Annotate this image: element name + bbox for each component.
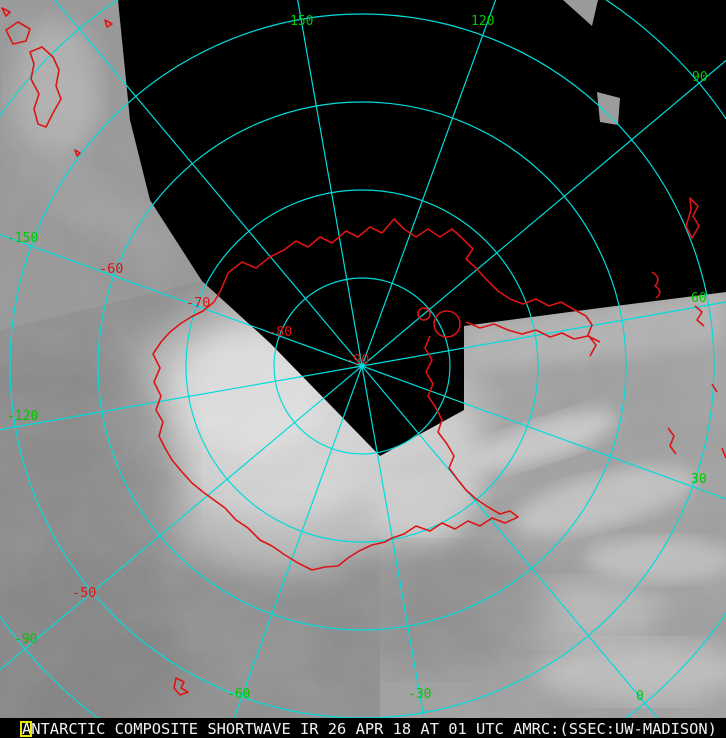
meridian-line-150w [0,233,363,367]
peninsula-coastline [152,272,519,571]
meridian-line-90e [361,59,726,367]
islet-a [1,7,11,17]
islet-g [711,383,718,393]
latitude-circle-80s [273,277,451,455]
islet-h [721,447,726,459]
meridian-line-30e [361,365,726,500]
missing-data-region [118,0,726,456]
island-right-edge [685,197,700,239]
islet-b [104,19,113,28]
longitude-labels: 150 120 90 60 30 0 -30 -60 -90 -120 -150 [7,14,708,704]
status-caption: ANTARCTIC COMPOSITE SHORTWAVE IR 26 APR … [22,720,717,738]
coastlines [1,7,726,696]
meridian-line-150e [297,0,363,367]
antarctica-coastline [227,218,597,357]
islet-f [667,427,677,455]
status-bar: ANTARCTIC COMPOSITE SHORTWAVE IR 26 APR … [0,718,726,738]
lon-label-90: 90 [692,70,708,85]
lat-label-m70: -70 [186,295,210,311]
latitude-labels: -50 -60 -70 -80 -90 [72,261,369,601]
lon-label-120: 120 [471,14,494,29]
data-notch-triangle [563,0,598,26]
lon-label-30: 30 [691,472,707,487]
cursor-marker [20,721,32,737]
meridian-line-90w [0,365,363,671]
lat-label-m80: -80 [268,324,292,340]
lon-label-m60: -60 [227,687,250,702]
islet-d [651,271,661,299]
meridian-line-30w [361,365,428,738]
island-bottom [173,677,189,696]
antarctica-east-coast [465,321,601,343]
lon-label-0: 0 [636,689,644,704]
lon-label-m120: -120 [7,409,38,424]
latitude-circle-60s [97,101,627,631]
lat-label-m60: -60 [99,261,123,277]
islet-c [74,149,81,157]
meridian-line-120w [0,365,363,431]
lon-label-60: 60 [691,291,707,306]
island-ring-small [417,307,431,321]
meridian-line-180 [54,0,363,367]
data-notch-quad [597,92,620,125]
lon-label-m90: -90 [14,632,37,647]
lon-label-m30: -30 [408,687,431,702]
lat-label-m50: -50 [72,585,96,601]
lat-label-m90: -90 [345,352,369,368]
meridian-line-60e [361,301,726,367]
lon-label-150: 150 [290,14,313,29]
new-zealand-south-island [29,46,62,128]
meridian-line-120e [361,0,497,367]
latitude-circle-70s [185,189,539,543]
island-ring [433,310,461,338]
new-zealand-north-island [5,21,31,45]
lon-label-m150: -150 [7,231,38,246]
islet-e [694,305,705,327]
missing-data-wedge [118,0,726,456]
meridian-line-60w [226,365,363,738]
